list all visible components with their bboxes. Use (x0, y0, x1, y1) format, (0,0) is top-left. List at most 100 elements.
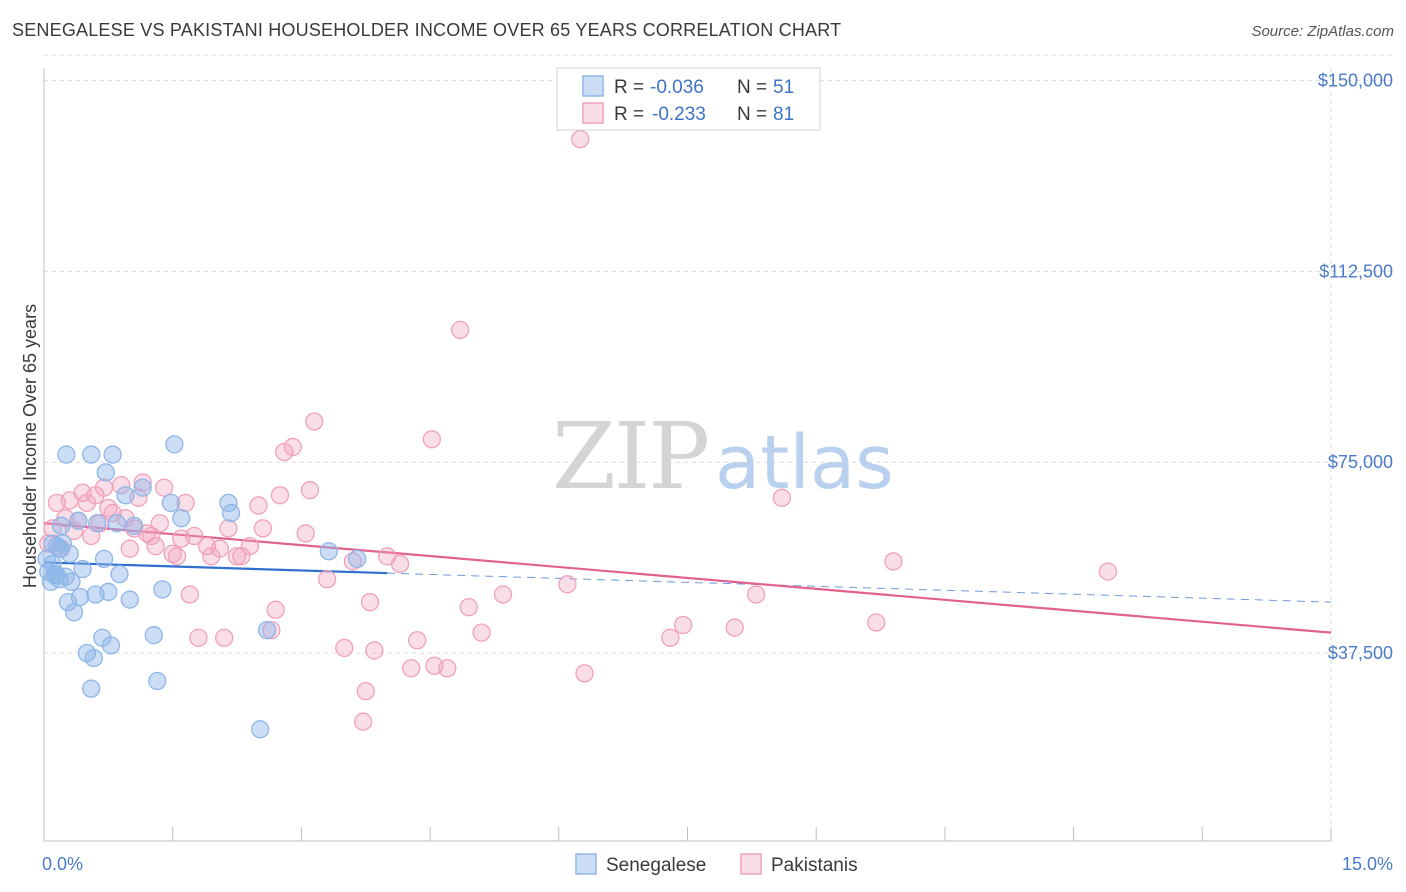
y-tick-label-3: $150,000 (1318, 71, 1393, 91)
watermark-zip: ZIP (552, 403, 708, 510)
bottom-legend-label-pakistanis: Pakistanis (771, 855, 858, 876)
senegalese-point (161, 493, 181, 513)
pakistanis-point (1098, 562, 1118, 581)
pakistanis-point (360, 592, 380, 612)
pakistanis-point (746, 585, 766, 604)
pakistanis-point (210, 539, 230, 558)
pakistanis-point (275, 442, 294, 462)
senegalese-point (57, 445, 76, 464)
senegalese-point (64, 603, 84, 622)
pakistanis-point (317, 570, 337, 589)
pakistanis-point (184, 526, 204, 546)
pakistanis-point (571, 129, 590, 149)
senegalese-point (319, 542, 339, 561)
senegalese-point (46, 564, 66, 584)
watermark-atlas: atlas (715, 420, 894, 506)
pakistanis-point (146, 537, 165, 556)
y-tick-labels: $37,500 $75,000 $112,500 $150,000 (1318, 71, 1393, 663)
legend-r-value-2: -0.233 (652, 104, 706, 125)
senegalese-point (251, 720, 270, 739)
senegalese-point (257, 620, 277, 640)
pakistanis-point (335, 638, 354, 658)
chart-title: SENEGALESE VS PAKISTANI HOUSEHOLDER INCO… (12, 20, 842, 40)
pakistanis-point (150, 514, 169, 533)
pakistanis-point (354, 712, 373, 731)
bottom-legend-label-senegalese: Senegalese (606, 855, 706, 876)
pakistanis-point (725, 618, 744, 637)
legend-r-label-1: R = (614, 77, 644, 98)
senegalese-point (116, 486, 135, 505)
senegalese-point (153, 580, 172, 599)
pakistanis-point (558, 575, 577, 594)
pakistanis-point (227, 547, 247, 566)
senegalese-point (99, 582, 118, 602)
pakistanis-point (390, 554, 410, 574)
pakistanis-point (262, 620, 281, 640)
senegalese-point (144, 626, 163, 645)
senegalese-point (133, 478, 152, 497)
pakistanis-point (253, 519, 272, 538)
pakistanis-point (240, 537, 260, 556)
pakistanis-point (133, 473, 152, 492)
senegalese-point (124, 516, 144, 535)
watermark: ZIP atlas (552, 403, 894, 510)
senegalese-point (82, 679, 101, 698)
pakistanis-point (249, 496, 268, 515)
pakistanis-point (215, 628, 234, 647)
senegalese-point (172, 509, 191, 528)
senegalese-point (60, 544, 79, 563)
pakistanis-point (305, 412, 324, 431)
chart-source: Source: ZipAtlas.com (1251, 23, 1394, 40)
legend-n-label-1: N = (737, 77, 767, 98)
senegalese-point (221, 503, 241, 523)
pakistanis-point (884, 552, 903, 571)
senegalese-trend-extension (387, 572, 1332, 603)
senegalese-point (103, 445, 122, 464)
pakistanis-point (459, 598, 478, 617)
bottom-legend-swatch-senegalese (575, 853, 597, 875)
legend-r-value-1: -0.036 (650, 77, 704, 98)
senegalese-point (84, 648, 103, 668)
senegalese-point (62, 572, 81, 591)
pakistanis-point (674, 615, 693, 635)
pakistanis-point (142, 526, 161, 546)
senegalese-point (96, 463, 115, 482)
senegalese-point (101, 636, 121, 655)
pakistanis-point (422, 430, 441, 449)
senegalese-point (73, 559, 92, 579)
pakistanis-point (356, 682, 375, 701)
pakistanis-point (112, 475, 131, 495)
x-tick-labels: 0.0% 15.0% (42, 854, 1393, 874)
bottom-legend-swatch-pakistanis (740, 853, 762, 875)
pakistanis-point (772, 488, 792, 507)
x-tick-label-1: 15.0% (1342, 854, 1393, 874)
legend-n-value-2: 81 (773, 104, 794, 125)
senegalese-point (94, 549, 114, 569)
legend-n-value-1: 51 (773, 77, 794, 98)
pakistanis-point (300, 481, 320, 500)
legend-swatch-pakistanis (582, 102, 604, 124)
stats-legend: R = -0.036 N = 51 R = -0.233 N = 81 (556, 67, 821, 131)
pakistanis-point (661, 628, 680, 647)
pakistanis-point (283, 437, 302, 457)
pakistanis-point (867, 613, 886, 632)
senegalese-point (52, 516, 71, 535)
pakistanis-point (94, 478, 114, 497)
pakistanis-point (365, 641, 384, 660)
x-tick-label-0: 0.0% (42, 854, 83, 874)
pakistanis-point (408, 631, 427, 650)
senegalese-point (107, 514, 127, 533)
senegalese-point (69, 511, 88, 530)
senegalese-point (148, 671, 167, 691)
pakistanis-point (450, 320, 470, 340)
senegalese-point (88, 514, 107, 533)
axes (43, 68, 1332, 842)
senegalese-point (50, 539, 69, 558)
pakistanis-point (493, 585, 513, 604)
pakistanis-point (219, 519, 238, 538)
pakistanis-point (472, 623, 491, 642)
pakistanis-point (402, 659, 421, 678)
y-tick-label-0: $37,500 (1328, 643, 1393, 663)
pakistanis-point (167, 547, 187, 566)
pakistanis-point (438, 659, 457, 678)
